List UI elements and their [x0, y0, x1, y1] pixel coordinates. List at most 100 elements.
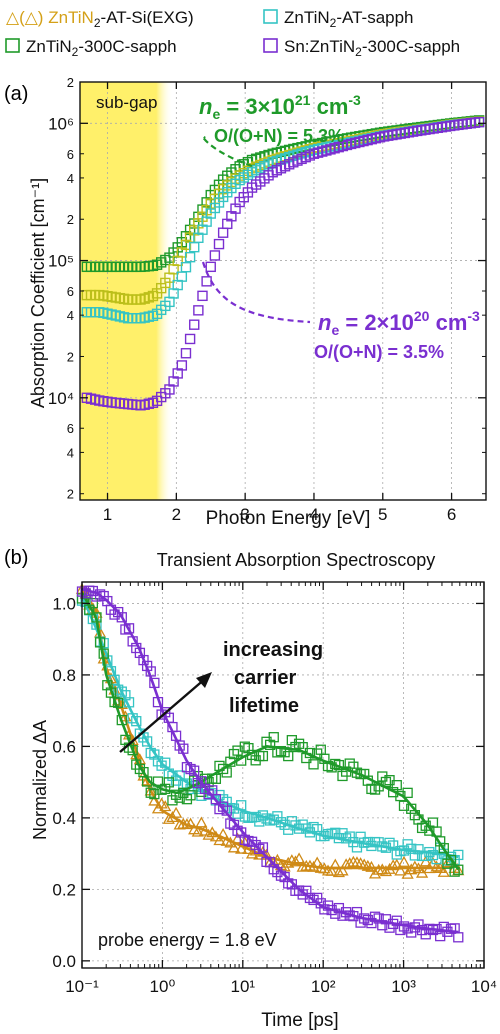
- data-point-green: [308, 759, 319, 770]
- series-green: [76, 588, 464, 877]
- data-point-green: [290, 741, 301, 753]
- data-point-purple: [193, 305, 204, 316]
- y-minor-tick-label: 6: [67, 284, 74, 299]
- data-point-purple: [174, 740, 185, 751]
- y-minor-tick-label: 4: [67, 308, 74, 323]
- data-point-orange: [184, 817, 197, 829]
- panel-a-marks: [81, 115, 485, 411]
- data-point-green: [366, 783, 377, 795]
- data-point-purple: [205, 261, 216, 273]
- legend: △(△) ZnTiN2-AT-Si(EXG) ZnTiN2-AT-sapph Z…: [5, 8, 460, 59]
- data-point-purple: [116, 612, 127, 623]
- data-point-purple: [286, 879, 297, 890]
- x-tick-label: 10⁰: [150, 977, 176, 996]
- y-minor-tick-label: 4: [67, 171, 74, 186]
- y-tick-label: 0.6: [52, 737, 76, 756]
- x-tick-label: 5: [378, 505, 387, 524]
- x-tick-label: 1: [103, 505, 112, 524]
- data-point-purple: [330, 908, 341, 919]
- panel-b-xlabel: Time [ps]: [261, 1010, 338, 1031]
- y-minor-tick-label: 4: [67, 445, 74, 460]
- y-minor-tick-label: 6: [67, 147, 74, 162]
- data-point-green: [344, 758, 355, 769]
- panel-b: (b) Transient Absorption Spectroscopy 10…: [4, 547, 497, 1031]
- x-tick-label: 10¹: [231, 977, 256, 996]
- data-point-green: [438, 843, 449, 854]
- y-minor-tick-label: 2: [67, 212, 74, 227]
- fit-line-green: [80, 592, 460, 871]
- data-point-orange: [213, 834, 226, 846]
- x-tick-label: 2: [172, 505, 181, 524]
- data-point-green: [283, 750, 294, 762]
- data-point-purple: [254, 843, 265, 855]
- data-point-green: [167, 795, 178, 806]
- y-tick-label: 1.0: [52, 594, 76, 613]
- y-minor-tick-label: 2: [67, 75, 74, 90]
- data-point-green: [445, 854, 457, 866]
- data-point-purple: [453, 932, 464, 943]
- legend-marker-cyan: [263, 9, 278, 24]
- data-point-green: [264, 739, 276, 751]
- data-point-purple: [236, 827, 247, 838]
- fit-line-purple: [81, 587, 459, 934]
- data-point-purple: [473, 116, 485, 128]
- data-point-orange: [336, 864, 349, 876]
- legend-label-amber: △(△) ZnTiN2-AT-Si(EXG): [6, 8, 194, 30]
- data-point-cyan: [406, 843, 417, 854]
- data-point-orange: [350, 856, 364, 868]
- legend-marker-purple: [263, 38, 278, 53]
- data-point-orange: [162, 812, 175, 824]
- data-point-green: [185, 790, 196, 801]
- data-point-orange: [419, 855, 432, 867]
- data-point-purple: [279, 871, 290, 883]
- data-point-orange: [437, 865, 450, 877]
- series-purple: [76, 585, 464, 943]
- data-point-cyan: [116, 686, 127, 697]
- data-point-cyan: [180, 261, 192, 273]
- subgap-label: sub-gap: [96, 93, 157, 112]
- y-tick-label: 0.0: [52, 952, 76, 971]
- data-point-purple: [308, 894, 319, 906]
- data-point-green: [268, 732, 279, 743]
- legend-label-green: ZnTiN2-300C-sapph: [26, 37, 177, 59]
- annotation-purple-ratio: O/(O+N) = 3.5%: [314, 342, 444, 362]
- y-minor-tick-label: 2: [67, 349, 74, 364]
- data-point-green: [163, 777, 174, 788]
- data-point-purple: [94, 589, 106, 600]
- data-point-orange: [227, 841, 241, 853]
- y-tick-label: 10⁴: [48, 389, 74, 408]
- data-point-purple: [201, 276, 212, 287]
- data-point-orange: [195, 816, 208, 828]
- data-point-green: [286, 735, 297, 746]
- data-point-purple: [189, 319, 200, 330]
- data-point-purple: [176, 360, 188, 371]
- data-point-orange: [397, 855, 411, 867]
- data-point-purple: [197, 290, 208, 302]
- data-point-green: [369, 784, 381, 795]
- data-point-green: [170, 789, 182, 800]
- data-point-orange: [379, 865, 393, 877]
- x-tick-label: 3: [240, 505, 249, 524]
- data-point-green: [243, 742, 254, 754]
- data-point-orange: [191, 825, 204, 837]
- data-point-purple: [199, 783, 211, 795]
- data-point-cyan: [355, 831, 366, 842]
- probe-energy-label: probe energy = 1.8 eV: [98, 930, 277, 950]
- data-point-orange: [173, 818, 186, 830]
- data-point-orange: [361, 859, 374, 871]
- y-tick-label: 0.8: [52, 666, 76, 685]
- panel-a-xlabel: Photon Energy [eV]: [206, 508, 371, 529]
- panel-b-title: Transient Absorption Spectroscopy: [157, 550, 435, 570]
- data-point-green: [377, 771, 388, 782]
- data-point-green: [391, 780, 402, 791]
- panel-b-marks: [75, 582, 465, 943]
- series-purple: [81, 116, 485, 411]
- data-point-purple: [373, 913, 384, 924]
- arrow-label-1: increasing: [223, 639, 323, 661]
- data-point-cyan: [431, 853, 442, 865]
- legend-item-amber: △(△) ZnTiN2-AT-Si(EXG): [6, 8, 194, 30]
- data-point-orange: [159, 800, 172, 812]
- data-point-cyan: [184, 251, 196, 263]
- x-tick-label: 10²: [311, 977, 336, 996]
